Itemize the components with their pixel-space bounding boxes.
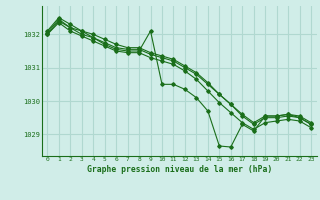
X-axis label: Graphe pression niveau de la mer (hPa): Graphe pression niveau de la mer (hPa): [87, 165, 272, 174]
